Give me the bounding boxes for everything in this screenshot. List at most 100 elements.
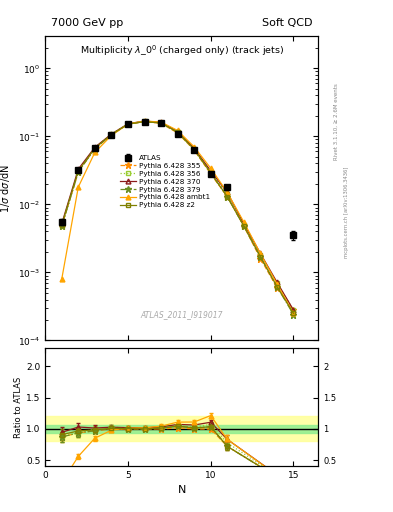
Pythia 6.428 ambt1	[76, 184, 81, 190]
Pythia 6.428 356	[291, 307, 296, 313]
Pythia 6.428 355	[291, 307, 296, 313]
Pythia 6.428 355	[109, 132, 114, 138]
Pythia 6.428 355	[76, 169, 81, 175]
Pythia 6.428 ambt1	[225, 189, 230, 196]
Pythia 6.428 ambt1	[275, 281, 279, 287]
Pythia 6.428 356	[109, 131, 114, 137]
Pythia 6.428 370	[92, 144, 97, 151]
Pythia 6.428 355	[175, 130, 180, 136]
Pythia 6.428 355	[258, 255, 263, 262]
Pythia 6.428 355	[92, 145, 97, 152]
Y-axis label: Ratio to ATLAS: Ratio to ATLAS	[14, 376, 23, 438]
Pythia 6.428 370	[192, 145, 196, 151]
Pythia 6.428 z2	[76, 168, 81, 174]
Pythia 6.428 370	[59, 221, 64, 227]
Pythia 6.428 ambt1	[208, 165, 213, 172]
Pythia 6.428 370	[175, 129, 180, 135]
Pythia 6.428 370	[275, 279, 279, 285]
Pythia 6.428 z2	[109, 132, 114, 138]
Pythia 6.428 370	[225, 189, 230, 196]
Pythia 6.428 z2	[159, 120, 163, 126]
Pythia 6.428 370	[241, 221, 246, 227]
Pythia 6.428 355	[241, 223, 246, 229]
Pythia 6.428 ambt1	[159, 119, 163, 125]
Text: Soft QCD: Soft QCD	[263, 18, 313, 28]
Line: Pythia 6.428 356: Pythia 6.428 356	[59, 119, 296, 312]
Pythia 6.428 356	[59, 223, 64, 229]
Pythia 6.428 355	[142, 118, 147, 124]
Pythia 6.428 355	[208, 171, 213, 177]
Pythia 6.428 356	[92, 145, 97, 151]
Pythia 6.428 ambt1	[126, 121, 130, 127]
Pythia 6.428 z2	[258, 253, 263, 260]
Pythia 6.428 379	[126, 121, 130, 127]
Pythia 6.428 370	[258, 250, 263, 257]
Text: mcplots.cern.ch [arXiv:1306.3436]: mcplots.cern.ch [arXiv:1306.3436]	[344, 167, 349, 258]
Pythia 6.428 356	[258, 252, 263, 258]
Line: Pythia 6.428 ambt1: Pythia 6.428 ambt1	[59, 119, 296, 316]
Pythia 6.428 ambt1	[175, 127, 180, 134]
Pythia 6.428 379	[275, 284, 279, 290]
Pythia 6.428 356	[208, 169, 213, 175]
Pythia 6.428 ambt1	[92, 150, 97, 156]
Pythia 6.428 379	[291, 311, 296, 317]
Pythia 6.428 356	[126, 121, 130, 127]
Pythia 6.428 z2	[142, 118, 147, 124]
Pythia 6.428 356	[76, 169, 81, 175]
Pythia 6.428 356	[159, 120, 163, 126]
Pythia 6.428 379	[241, 223, 246, 229]
Pythia 6.428 z2	[225, 194, 230, 200]
Pythia 6.428 z2	[175, 129, 180, 135]
Pythia 6.428 379	[208, 170, 213, 176]
Pythia 6.428 370	[291, 307, 296, 313]
Pythia 6.428 ambt1	[192, 144, 196, 150]
Pythia 6.428 379	[175, 129, 180, 135]
Pythia 6.428 z2	[192, 146, 196, 153]
Text: 7000 GeV pp: 7000 GeV pp	[51, 18, 123, 28]
Y-axis label: 1/$\sigma$ d$\sigma$/dN: 1/$\sigma$ d$\sigma$/dN	[0, 164, 12, 212]
Pythia 6.428 356	[142, 118, 147, 124]
Pythia 6.428 z2	[291, 310, 296, 316]
Pythia 6.428 370	[159, 119, 163, 125]
Text: ATLAS_2011_I919017: ATLAS_2011_I919017	[141, 310, 223, 319]
Pythia 6.428 370	[126, 121, 130, 127]
Line: Pythia 6.428 379: Pythia 6.428 379	[58, 118, 297, 318]
Pythia 6.428 355	[126, 121, 130, 127]
Line: Pythia 6.428 355: Pythia 6.428 355	[58, 118, 297, 313]
Pythia 6.428 ambt1	[109, 133, 114, 139]
Pythia 6.428 370	[109, 131, 114, 137]
Pythia 6.428 ambt1	[241, 219, 246, 225]
Pythia 6.428 355	[192, 147, 196, 153]
Pythia 6.428 379	[192, 146, 196, 153]
Pythia 6.428 ambt1	[291, 310, 296, 316]
Pythia 6.428 355	[159, 120, 163, 126]
Pythia 6.428 ambt1	[258, 250, 263, 257]
Text: Rivet 3.1.10, ≥ 2.6M events: Rivet 3.1.10, ≥ 2.6M events	[334, 83, 338, 160]
Legend: ATLAS, Pythia 6.428 355, Pythia 6.428 356, Pythia 6.428 370, Pythia 6.428 379, P: ATLAS, Pythia 6.428 355, Pythia 6.428 35…	[117, 152, 213, 211]
Pythia 6.428 370	[76, 166, 81, 172]
Pythia 6.428 355	[225, 194, 230, 200]
Pythia 6.428 356	[175, 129, 180, 135]
Pythia 6.428 370	[142, 118, 147, 124]
Pythia 6.428 379	[59, 223, 64, 229]
Pythia 6.428 379	[92, 145, 97, 152]
Pythia 6.428 z2	[92, 145, 97, 151]
Pythia 6.428 ambt1	[142, 118, 147, 124]
Pythia 6.428 356	[241, 222, 246, 228]
Pythia 6.428 356	[275, 280, 279, 286]
Pythia 6.428 356	[192, 146, 196, 152]
Text: Multiplicity $\lambda\_0^0$ (charged only) (track jets): Multiplicity $\lambda\_0^0$ (charged onl…	[80, 44, 284, 58]
Pythia 6.428 z2	[126, 121, 130, 127]
X-axis label: N: N	[178, 485, 186, 495]
Pythia 6.428 356	[225, 191, 230, 198]
Pythia 6.428 355	[59, 223, 64, 229]
Line: Pythia 6.428 z2: Pythia 6.428 z2	[59, 119, 296, 316]
Line: Pythia 6.428 370: Pythia 6.428 370	[59, 119, 296, 312]
Pythia 6.428 379	[258, 253, 263, 260]
Pythia 6.428 379	[159, 120, 163, 126]
Pythia 6.428 379	[225, 194, 230, 200]
Pythia 6.428 379	[76, 169, 81, 175]
Pythia 6.428 355	[275, 285, 279, 291]
Pythia 6.428 370	[208, 168, 213, 174]
Pythia 6.428 z2	[59, 222, 64, 228]
